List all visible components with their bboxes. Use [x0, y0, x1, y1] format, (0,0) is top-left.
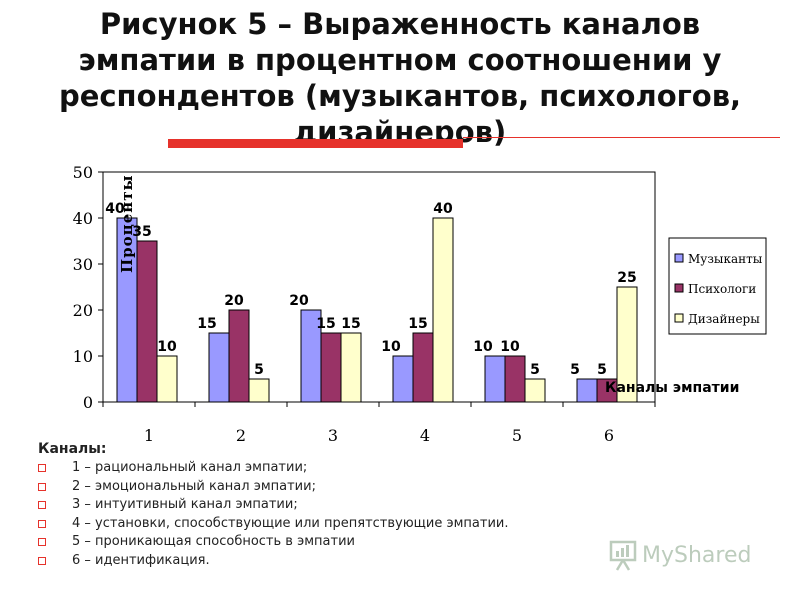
channel-item-text: 6 – идентификация. [72, 552, 210, 568]
data-label: 40 [105, 201, 125, 217]
channel-item-text: 1 – рациональный канал эмпатии; [72, 460, 308, 475]
channel-legend-heading: Каналы: [38, 441, 107, 457]
square-bullet-icon [38, 556, 46, 565]
bar-3 [616, 286, 638, 403]
channel-item: 1 – рациональный канал эмпатии; [38, 459, 509, 478]
x-tick-label: 6 [604, 426, 614, 445]
data-label: 5 [570, 362, 580, 378]
title-underline-rule [463, 137, 780, 138]
bar-1 [208, 332, 230, 403]
data-label: 15 [197, 316, 216, 332]
channel-item: 5 – проникающая способность в эмпатии [38, 533, 509, 552]
y-tick-label: 0 [83, 393, 93, 412]
x-tick-label: 5 [512, 426, 522, 445]
data-label: 25 [617, 270, 636, 286]
y-tick-label: 10 [73, 347, 93, 366]
x-tick-label: 2 [236, 426, 246, 445]
data-label: 40 [433, 201, 453, 217]
data-label: 15 [316, 316, 335, 332]
square-bullet-icon [38, 538, 46, 547]
data-label: 10 [500, 339, 520, 355]
title-underline-accent [168, 139, 463, 148]
bar-2 [504, 355, 526, 403]
bar-1 [392, 355, 414, 403]
y-tick-label: 50 [73, 163, 93, 182]
channel-item: 4 – установки, способствующие или препят… [38, 515, 509, 534]
x-tick-label: 1 [144, 426, 154, 445]
bar-chart: 0 10 20 30 40 50 1 2 3 4 5 6 40 15 20 10 10 5 35 20 15 15 10 5… [73, 163, 767, 445]
legend-label: Психологи [688, 282, 756, 296]
y-axis-title: Проценты [118, 174, 136, 273]
data-label: 10 [381, 339, 401, 355]
page-title: Рисунок 5 – Выраженность каналов эмпатии… [58, 7, 742, 149]
channel-item: 3 – интуитивный канал эмпатии; [38, 496, 509, 515]
channel-item: 2 – эмоциональный канал эмпатии; [38, 478, 509, 497]
y-tick-label: 20 [73, 301, 93, 320]
x-axis-title: Каналы эмпатии [605, 380, 739, 396]
square-bullet-icon [38, 482, 46, 491]
data-label: 5 [254, 362, 264, 378]
square-bullet-icon [38, 464, 46, 473]
y-tick-label: 30 [73, 255, 93, 274]
square-bullet-icon [38, 519, 46, 528]
channel-item-text: 5 – проникающая способность в эмпатии [72, 534, 355, 549]
legend-label: Дизайнеры [688, 312, 760, 326]
data-label: 5 [597, 362, 607, 378]
bar-3 [248, 378, 270, 403]
bar-1 [576, 378, 598, 403]
bar-2 [136, 240, 158, 403]
channel-item: 6 – идентификация. [38, 552, 509, 571]
legend-label: Музыканты [688, 252, 763, 266]
x-tick-label: 4 [420, 426, 430, 445]
legend-swatch [674, 283, 684, 293]
legend-swatch [674, 313, 684, 323]
data-label: 15 [408, 316, 427, 332]
bar-3 [156, 355, 178, 403]
bar-1 [484, 355, 506, 403]
bar-2 [320, 332, 342, 403]
data-label: 20 [289, 293, 309, 309]
bar-2 [228, 309, 250, 403]
square-bullet-icon [38, 501, 46, 510]
channel-item-text: 4 – установки, способствующие или препят… [72, 515, 509, 531]
bar-3 [432, 217, 454, 403]
data-label: 10 [473, 339, 493, 355]
channel-legend: Каналы: 1 – рациональный канал эмпатии; … [38, 440, 509, 570]
presentation-board-icon [609, 540, 637, 571]
bar-2 [412, 332, 434, 403]
watermark: MyShared [608, 538, 768, 572]
watermark-text: MyShared [642, 542, 752, 568]
y-tick-label: 40 [73, 209, 93, 228]
channel-item-text: 3 – интуитивный канал эмпатии; [72, 497, 298, 512]
x-tick-label: 3 [328, 426, 338, 445]
legend-swatch [674, 253, 684, 263]
data-label: 5 [530, 362, 540, 378]
data-label: 15 [341, 316, 360, 332]
data-label: 20 [224, 293, 244, 309]
bar-3 [524, 378, 546, 403]
bar-3 [340, 332, 362, 403]
channel-item-text: 2 – эмоциональный канал эмпатии; [72, 478, 316, 494]
data-label: 10 [157, 339, 177, 355]
data-label: 35 [132, 224, 151, 240]
chart-legend-box [668, 237, 767, 335]
